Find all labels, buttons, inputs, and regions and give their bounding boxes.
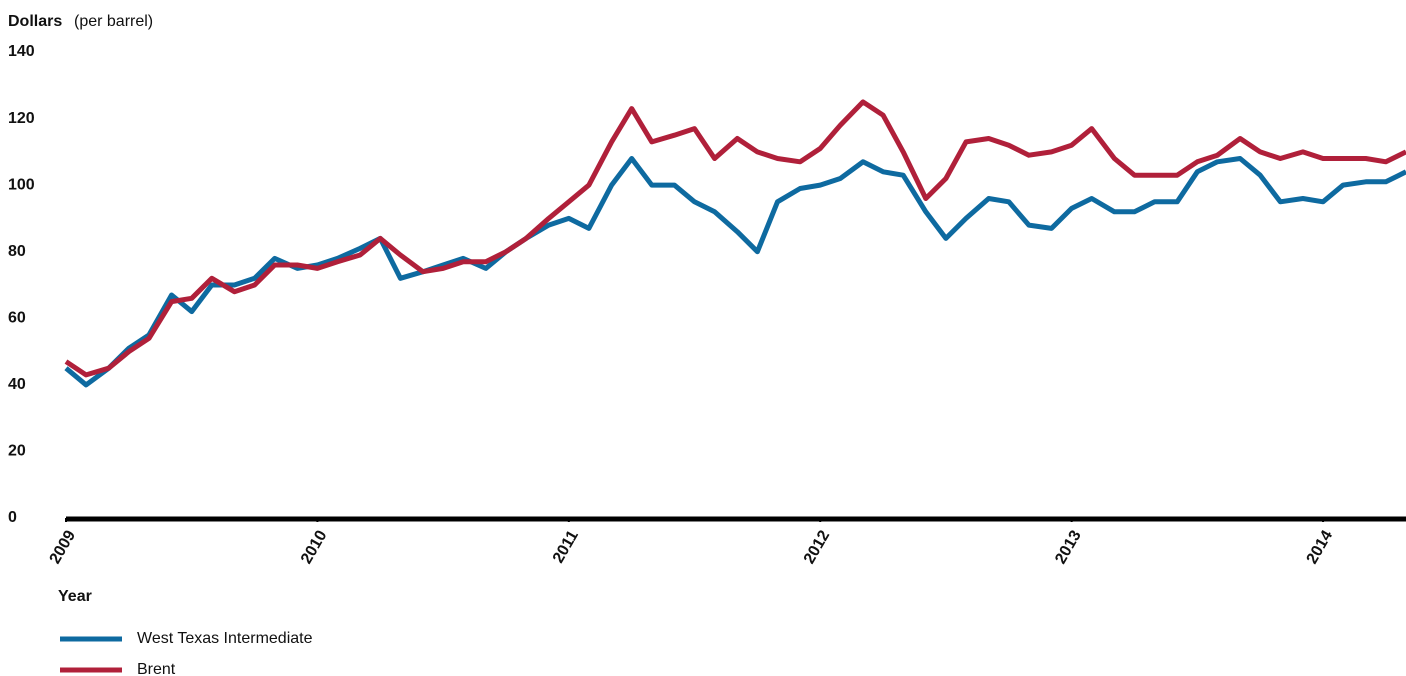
y-tick-label: 60 [8,310,26,327]
y-axis-unit: (per barrel) [74,13,153,30]
legend-label: Brent [137,661,176,676]
y-tick-label: 120 [8,110,35,127]
x-axis-label: Year [58,588,92,605]
y-tick-label: 20 [8,443,26,460]
x-tick-label: 2009 [47,528,80,567]
y-tick-label: 40 [8,376,26,393]
y-tick-label: 80 [8,243,26,260]
y-tick-label: 100 [8,176,35,193]
legend-label: West Texas Intermediate [137,630,313,647]
y-axis-label: Dollars [8,13,62,30]
x-tick-label: 2012 [801,528,834,567]
x-tick-label: 2010 [298,528,331,567]
y-tick-label: 0 [8,509,17,526]
x-tick-label: 2014 [1304,528,1337,567]
x-tick-label: 2013 [1052,528,1085,567]
x-tick-label: 2011 [550,528,582,567]
series-line [64,99,1406,378]
y-tick-label: 140 [8,43,35,60]
